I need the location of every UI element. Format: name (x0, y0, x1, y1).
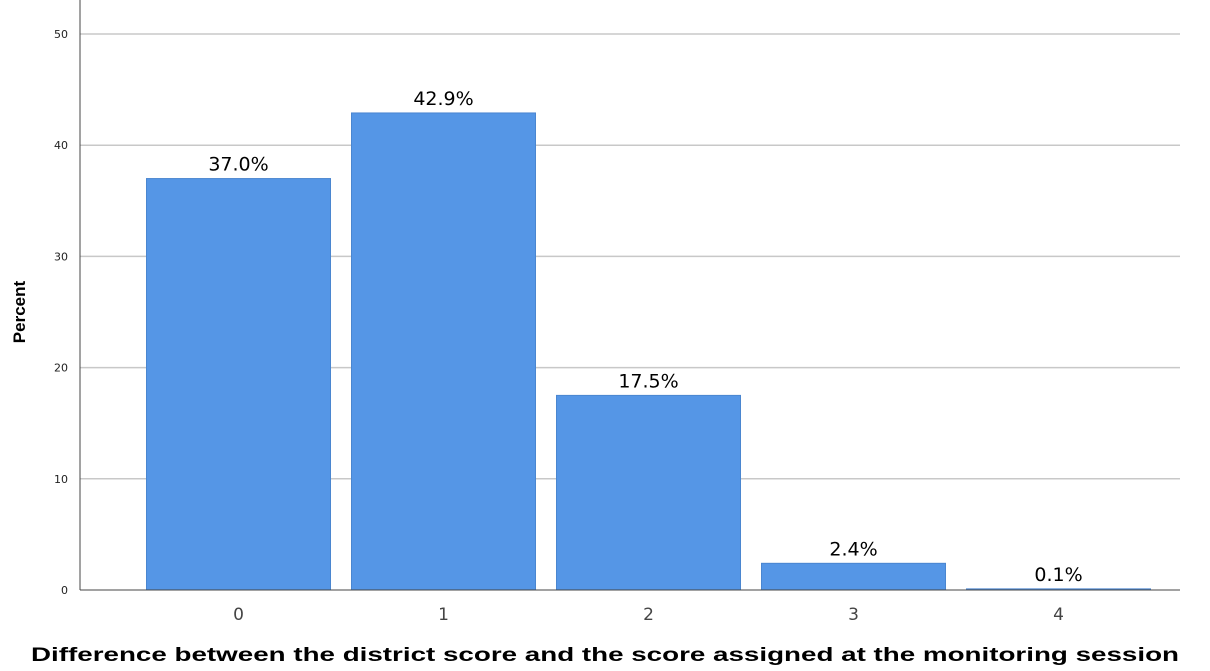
x-tick-label: 3 (848, 605, 859, 625)
bar-data-label: 2.4% (829, 538, 877, 560)
y-tick-label: 0 (61, 584, 68, 597)
bar-data-label: 42.9% (413, 88, 473, 110)
x-tick-label: 2 (643, 605, 654, 625)
bar-data-label: 0.1% (1034, 564, 1082, 586)
y-tick-label: 40 (54, 139, 68, 152)
x-axis-title: Difference between the district score an… (31, 645, 1179, 666)
y-axis-title: Percent (10, 280, 29, 343)
x-tick-label: 1 (438, 605, 449, 625)
x-tick-label: 4 (1053, 605, 1064, 625)
bars (146, 112, 1151, 591)
bar-2 (556, 394, 741, 591)
y-tick-label: 30 (54, 250, 68, 263)
y-tick-labels: 0 10 20 30 40 50 (54, 28, 68, 597)
x-tick-label: 0 (233, 605, 244, 625)
x-tick-labels: 0 1 2 3 4 (233, 605, 1064, 625)
y-tick-label: 50 (54, 28, 68, 41)
bar-1 (351, 112, 536, 591)
bar-3 (761, 562, 946, 591)
y-tick-label: 20 (54, 362, 68, 375)
bar-0 (146, 178, 331, 591)
bar-data-label: 37.0% (208, 154, 268, 176)
y-tick-label: 10 (54, 473, 68, 486)
bar-data-labels: 37.0% 42.9% 17.5% 2.4% 0.1% (208, 88, 1082, 586)
bar-data-label: 17.5% (618, 370, 678, 392)
